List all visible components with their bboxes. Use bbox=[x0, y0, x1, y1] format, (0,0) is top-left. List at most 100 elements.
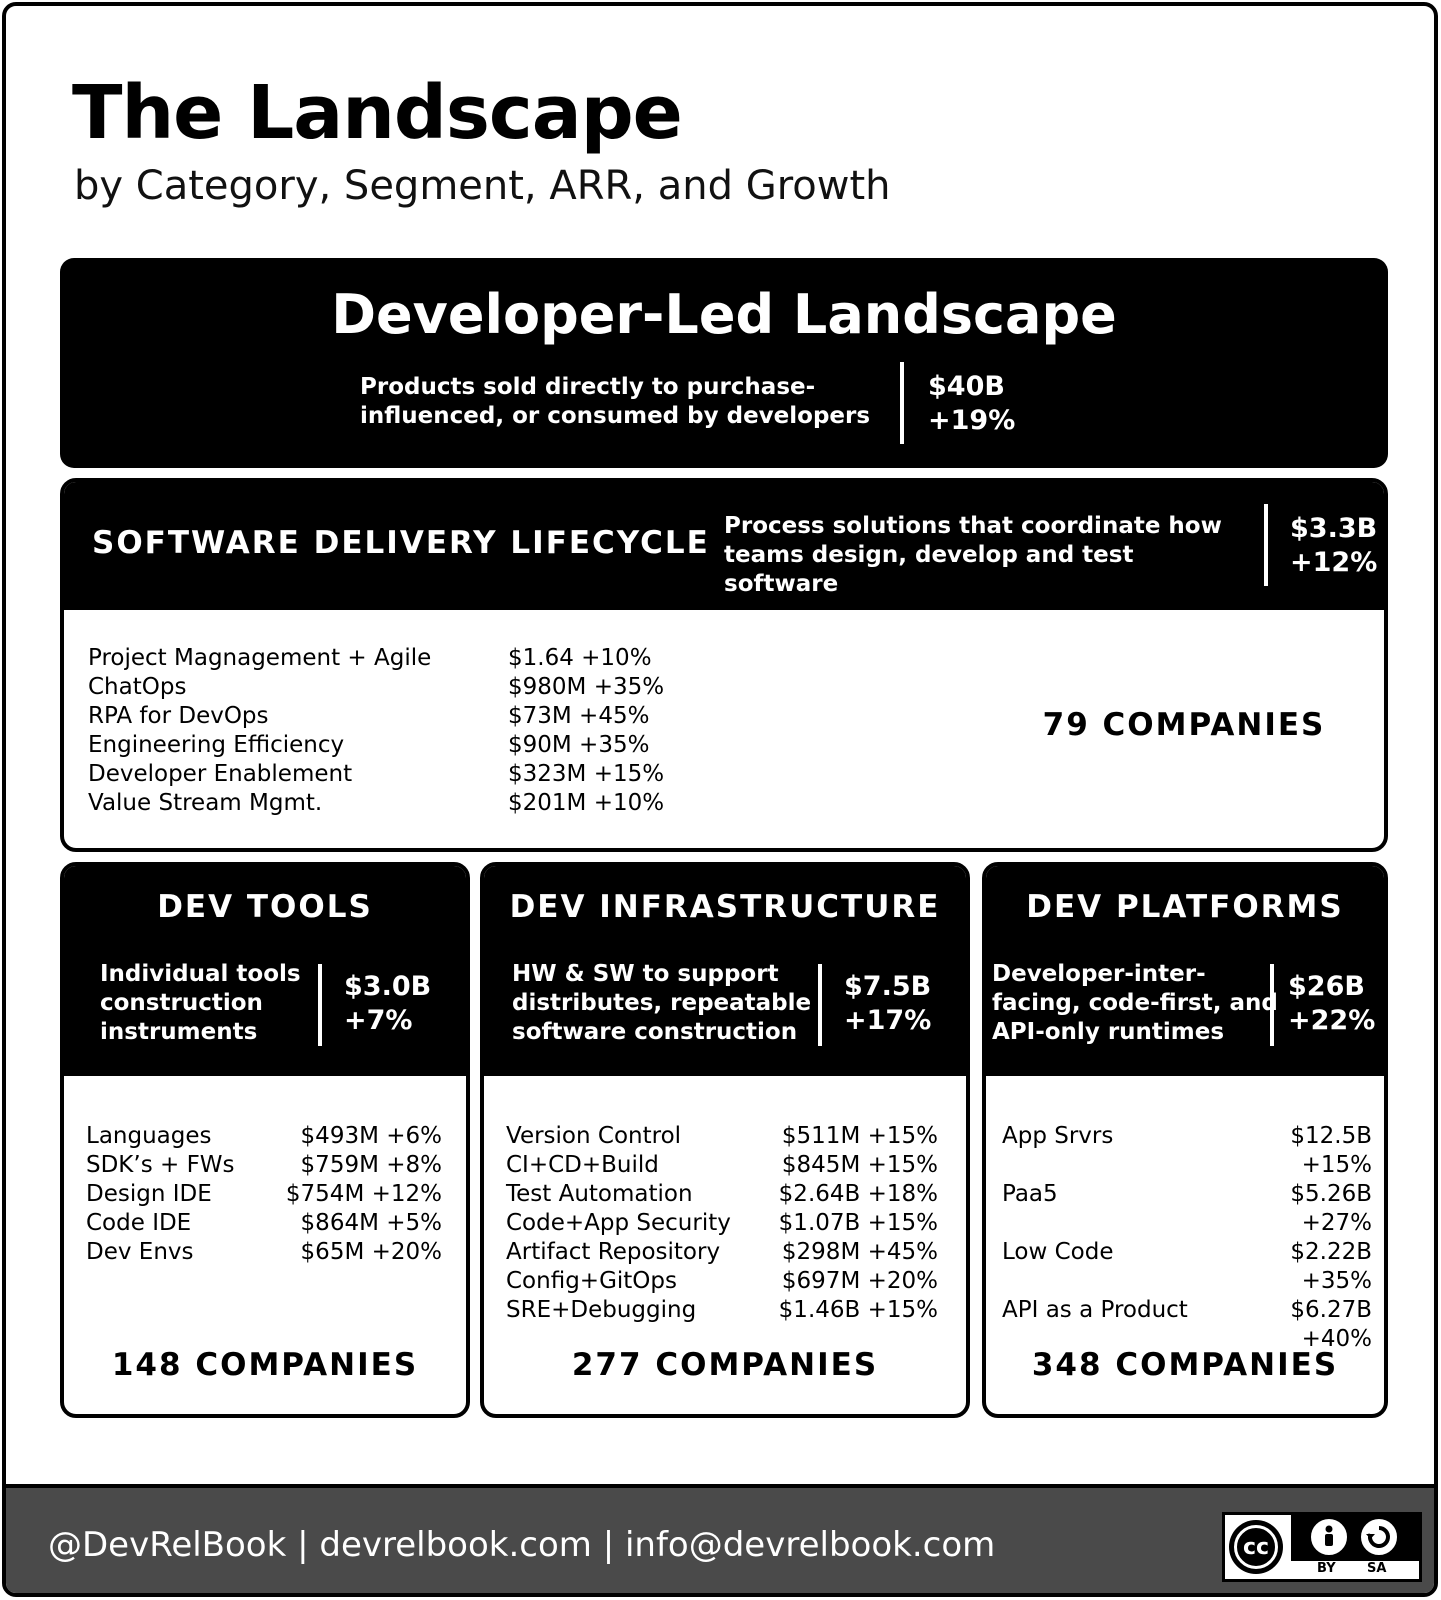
sdlc-stats: $3.3B +12% bbox=[1290, 512, 1377, 580]
segment-value: $759M +8% bbox=[300, 1152, 442, 1178]
dev-tools-title: DEV TOOLS bbox=[157, 889, 373, 925]
segment-label: Code IDE bbox=[86, 1210, 192, 1236]
sdlc-title: SOFTWARE DELIVERY LIFECYCLE bbox=[92, 525, 710, 561]
segment-label: Dev Envs bbox=[86, 1239, 194, 1265]
segment-label: ChatOps bbox=[88, 674, 187, 700]
list-item: Languages $493M +6% bbox=[86, 1122, 442, 1151]
list-item: Test Automation $2.64B +18% bbox=[506, 1180, 938, 1209]
list-item: RPA for DevOps $73M +45% bbox=[88, 702, 708, 731]
segment-value: $298M +45% bbox=[781, 1239, 938, 1265]
list-item: Version Control $511M +15% bbox=[506, 1122, 938, 1151]
dev-tools-stats: $3.0B +7% bbox=[344, 970, 431, 1038]
segment-value: $65M +20% bbox=[300, 1239, 442, 1265]
page-title: The Landscape bbox=[72, 70, 683, 156]
dev-tools-segment-list: Languages $493M +6% SDK’s + FWs $759M +8% … bbox=[86, 1122, 442, 1267]
list-item: Low Code $2.22B +35% bbox=[1002, 1238, 1372, 1296]
segment-value: $323M +15% bbox=[508, 761, 665, 787]
dev-infrastructure-growth: +17% bbox=[844, 1005, 932, 1036]
banner-title: Developer-Led Landscape bbox=[331, 283, 1117, 346]
sdlc-arr: $3.3B bbox=[1290, 513, 1378, 544]
dev-infrastructure-segment-list: Version Control $511M +15% CI+CD+Build $84… bbox=[506, 1122, 938, 1325]
divider bbox=[818, 964, 822, 1046]
sdlc-panel: SOFTWARE DELIVERY LIFECYCLE Process solu… bbox=[60, 478, 1388, 852]
segment-value: $5.26B +27% bbox=[1290, 1181, 1372, 1236]
dev-infrastructure-arr: $7.5B bbox=[844, 971, 932, 1002]
dev-tools-arr: $3.0B bbox=[344, 971, 432, 1002]
dev-platforms-title: DEV PLATFORMS bbox=[1026, 889, 1344, 925]
list-item: API as a Product $6.27B +40% bbox=[1002, 1296, 1372, 1354]
banner-stats: $40B +19% bbox=[928, 370, 1015, 438]
segment-value: $1.64 +10% bbox=[508, 645, 652, 671]
sdlc-company-count: 79 COMPANIES bbox=[1042, 707, 1326, 743]
segment-label: App Srvrs bbox=[1002, 1123, 1114, 1149]
list-item: SDK’s + FWs $759M +8% bbox=[86, 1151, 442, 1180]
segment-label: Project Magnagement + Agile bbox=[88, 645, 432, 671]
divider bbox=[1264, 504, 1268, 586]
segment-label: Low Code bbox=[1002, 1239, 1114, 1265]
divider bbox=[1270, 964, 1274, 1046]
segment-value: $864M +5% bbox=[300, 1210, 442, 1236]
list-item: Artifact Repository $298M +45% bbox=[506, 1238, 938, 1267]
list-item: CI+CD+Build $845M +15% bbox=[506, 1151, 938, 1180]
segment-value: $1.07B +15% bbox=[778, 1210, 938, 1236]
segment-label: RPA for DevOps bbox=[88, 703, 269, 729]
segment-label: API as a Product bbox=[1002, 1297, 1188, 1323]
sa-label: SA bbox=[1367, 1561, 1387, 1576]
banner-arr: $40B bbox=[928, 371, 1005, 402]
segment-value: $90M +35% bbox=[508, 732, 650, 758]
list-item: Engineering Efficiency $90M +35% bbox=[88, 731, 708, 760]
segment-value: $12.5B +15% bbox=[1290, 1123, 1372, 1178]
segment-label: Artifact Repository bbox=[506, 1239, 721, 1265]
segment-value: $2.22B +35% bbox=[1290, 1239, 1372, 1294]
segment-label: Config+GitOps bbox=[506, 1268, 677, 1294]
dev-infrastructure-title: DEV INFRASTRUCTURE bbox=[509, 889, 941, 925]
list-item: Code IDE $864M +5% bbox=[86, 1209, 442, 1238]
segment-value: $6.27B +40% bbox=[1290, 1297, 1372, 1352]
dev-platforms-segment-list: App Srvrs $12.5B +15% Paa5 $5.26B +27% Low… bbox=[1002, 1122, 1372, 1354]
cc-text: cc bbox=[1234, 1525, 1278, 1569]
list-item: App Srvrs $12.5B +15% bbox=[1002, 1122, 1372, 1180]
segment-value: $73M +45% bbox=[508, 703, 650, 729]
list-item: Value Stream Mgmt. $201M +10% bbox=[88, 789, 708, 818]
segment-label: Value Stream Mgmt. bbox=[88, 790, 323, 816]
list-item: Project Magnagement + Agile $1.64 +10% bbox=[88, 644, 708, 673]
segment-label: Design IDE bbox=[86, 1181, 212, 1207]
list-item: Code+App Security $1.07B +15% bbox=[506, 1209, 938, 1238]
attribution-icon bbox=[1311, 1519, 1347, 1555]
segment-value: $980M +35% bbox=[508, 674, 665, 700]
cc-license-badge: cc BY SA bbox=[1222, 1512, 1422, 1582]
segment-label: Version Control bbox=[506, 1123, 682, 1149]
dev-platforms-arr: $26B bbox=[1288, 971, 1365, 1002]
divider bbox=[318, 964, 322, 1046]
list-item: SRE+Debugging $1.46B +15% bbox=[506, 1296, 938, 1325]
segment-label: Languages bbox=[86, 1123, 212, 1149]
segment-value: $511M +15% bbox=[781, 1123, 938, 1149]
segment-label: Developer Enablement bbox=[88, 761, 353, 787]
segment-label: Code+App Security bbox=[506, 1210, 731, 1236]
sdlc-growth: +12% bbox=[1290, 547, 1378, 578]
dev-platforms-stats: $26B +22% bbox=[1288, 970, 1375, 1038]
footer-contact: @DevRelBook | devrelbook.com | info@devr… bbox=[48, 1525, 996, 1565]
dev-tools-panel: DEV TOOLS Individual tools construction … bbox=[60, 862, 470, 1418]
segment-label: Engineering Efficiency bbox=[88, 732, 345, 758]
dev-platforms-header: DEV PLATFORMS Developer-inter-facing, co… bbox=[986, 866, 1384, 1076]
segment-label: SDK’s + FWs bbox=[86, 1152, 235, 1178]
share-alike-icon bbox=[1361, 1519, 1397, 1555]
segment-value: $845M +15% bbox=[781, 1152, 938, 1178]
list-item: Developer Enablement $323M +15% bbox=[88, 760, 708, 789]
segment-value: $493M +6% bbox=[300, 1123, 442, 1149]
dev-infrastructure-company-count: 277 COMPANIES bbox=[571, 1347, 879, 1383]
banner-growth: +19% bbox=[928, 405, 1016, 436]
dev-infrastructure-stats: $7.5B +17% bbox=[844, 970, 931, 1038]
segment-label: SRE+Debugging bbox=[506, 1297, 697, 1323]
dev-platforms-description: Developer-inter-facing, code-first, and … bbox=[992, 961, 1278, 1045]
footer: @DevRelBook | devrelbook.com | info@devr… bbox=[6, 1484, 1434, 1593]
segment-value: $754M +12% bbox=[285, 1181, 442, 1207]
page-subtitle: by Category, Segment, ARR, and Growth bbox=[74, 163, 891, 209]
segment-value: $1.46B +15% bbox=[778, 1297, 938, 1323]
segment-label: CI+CD+Build bbox=[506, 1152, 659, 1178]
list-item: Config+GitOps $697M +20% bbox=[506, 1267, 938, 1296]
dev-infrastructure-panel: DEV INFRASTRUCTURE HW & SW to support di… bbox=[480, 862, 970, 1418]
dev-tools-header: DEV TOOLS Individual tools construction … bbox=[64, 866, 466, 1076]
